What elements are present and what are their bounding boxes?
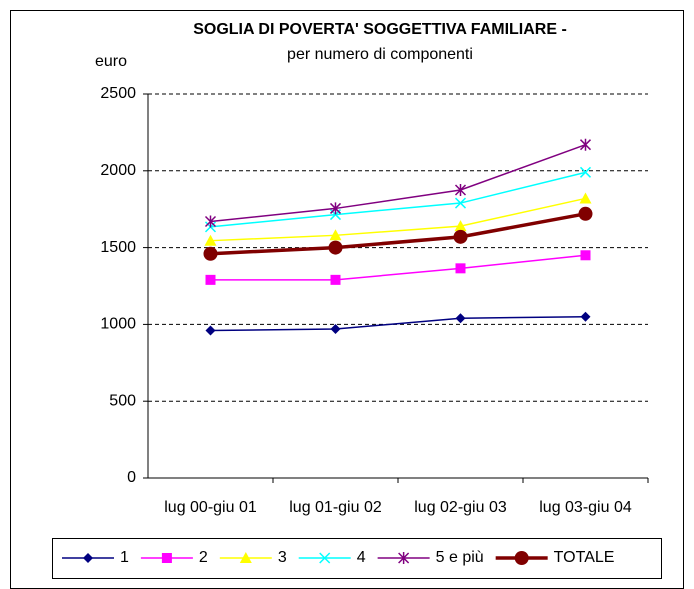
marker: [205, 325, 216, 336]
legend-label: 3: [278, 549, 287, 566]
y-tick-label: 1500: [100, 239, 136, 256]
marker: [329, 229, 342, 241]
series-line: [210, 254, 586, 281]
legend-label: 2: [199, 549, 208, 566]
marker: [239, 552, 252, 563]
x-tick-label: lug 02-giu 03: [414, 499, 507, 516]
marker: [454, 197, 467, 209]
series-line: [210, 171, 586, 228]
marker: [514, 551, 529, 565]
series-line: [210, 197, 586, 242]
chart-subtitle: per numero di componenti: [287, 46, 473, 63]
marker: [455, 263, 466, 274]
y-tick-label: 2500: [100, 85, 136, 102]
marker: [454, 184, 467, 196]
marker: [579, 192, 592, 204]
y-tick-label: 1000: [100, 316, 136, 333]
marker: [328, 240, 343, 255]
marker: [330, 274, 341, 285]
marker: [453, 229, 468, 244]
legend-label: 1: [120, 549, 129, 566]
marker: [330, 324, 341, 335]
marker: [398, 552, 410, 564]
series-line: [210, 143, 586, 223]
y-tick-label: 500: [109, 392, 136, 409]
legend-label: 4: [357, 549, 366, 566]
chart-border: [10, 10, 684, 589]
marker: [83, 553, 93, 563]
legend-label: 5 e più: [436, 549, 484, 566]
x-tick-label: lug 03-giu 04: [539, 499, 632, 516]
marker: [579, 166, 592, 178]
marker: [455, 313, 466, 324]
x-tick-label: lug 00-giu 01: [164, 499, 257, 516]
marker: [580, 250, 591, 261]
marker: [329, 202, 342, 215]
y-tick-label: 2000: [100, 162, 136, 179]
y-axis-label: euro: [95, 53, 127, 70]
x-tick-label: lug 01-giu 02: [289, 499, 382, 516]
series-line: [210, 315, 586, 332]
marker: [580, 311, 591, 322]
marker: [203, 246, 218, 261]
marker: [454, 220, 467, 232]
y-tick-label: 0: [127, 469, 136, 486]
chart-title: SOGLIA DI POVERTA' SOGGETTIVA FAMILIARE …: [193, 21, 567, 38]
marker: [204, 234, 217, 246]
marker: [579, 138, 592, 151]
marker: [161, 553, 172, 563]
marker: [205, 274, 216, 285]
marker: [204, 215, 217, 228]
marker: [578, 206, 593, 221]
marker: [319, 552, 331, 564]
series-line: [210, 212, 586, 256]
legend-label: TOTALE: [554, 549, 615, 566]
